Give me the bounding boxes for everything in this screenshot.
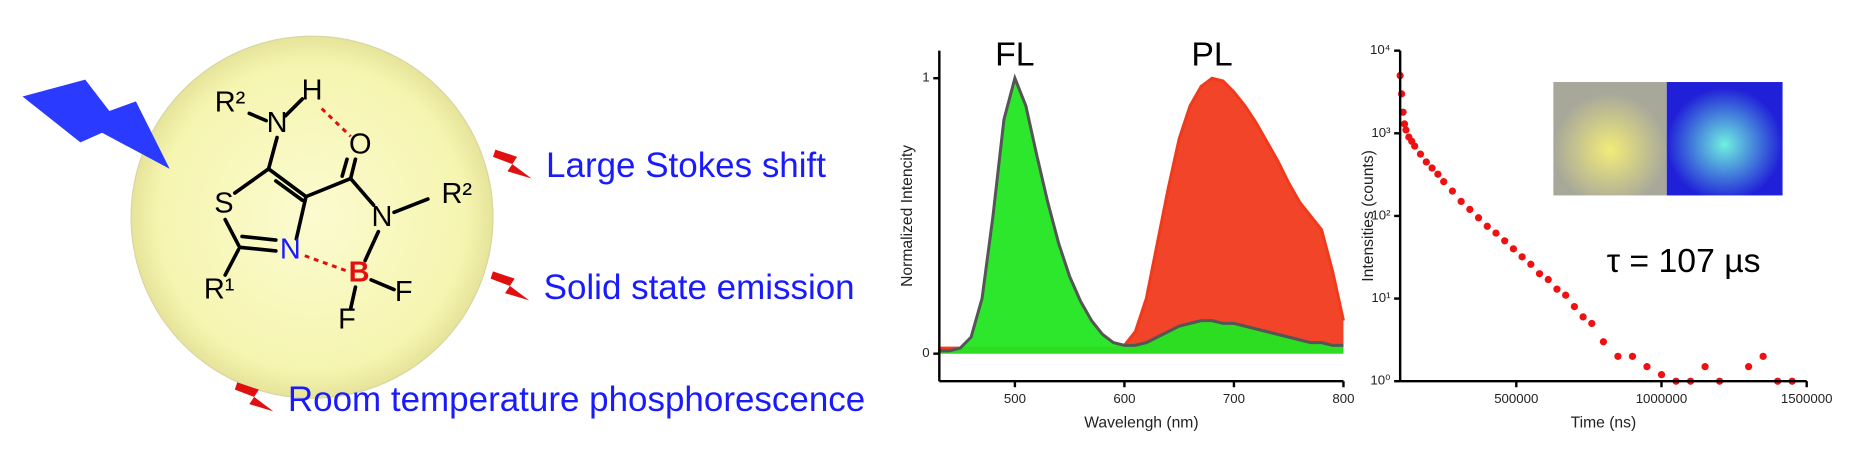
y-tick-label: 10⁰ [1370,373,1390,388]
point [1492,229,1500,237]
point [1759,352,1767,360]
atom: R² [215,86,246,118]
point [1535,270,1544,278]
y-tick-label: 10² [1371,207,1391,222]
x-tick-label: 700 [1223,391,1245,406]
y-tick-label: 10⁴ [1370,42,1391,57]
point [1579,313,1587,321]
bullet-icon [234,382,274,412]
point [1422,158,1430,166]
area [938,78,1344,354]
point [1544,275,1552,284]
atom: N [267,107,288,139]
series-label: PL [1191,35,1232,73]
atom: N [372,201,393,233]
point [1434,170,1442,178]
point [1457,197,1465,206]
bullets: Large Stokes shift Solid state emission … [234,146,865,419]
point [1628,352,1637,360]
point [1428,164,1436,172]
bullet-text: Large Stokes shift [546,146,826,185]
photo-uv [1666,82,1783,196]
y-tick-label: 0 [922,345,929,360]
molecule: R² N H O S N N R² B F F R¹ [22,35,494,399]
bullet-text: Solid state emission [544,268,855,307]
x-tick-label: 600 [1113,391,1135,406]
series-label: FL [995,35,1034,73]
point [1657,371,1666,379]
point [1570,302,1579,311]
glow-circle [130,35,494,399]
point [1701,363,1709,371]
atom: R¹ [204,273,235,305]
y-tick-label: 10¹ [1371,290,1391,305]
lightning [22,79,170,169]
atom: F [338,304,356,336]
bullet-icon [492,149,532,179]
point [1474,214,1483,222]
photo-daylight [1553,82,1667,196]
point [1509,245,1518,253]
area [938,78,1344,354]
point [1562,291,1570,299]
point [1448,187,1457,195]
x-tick-label: 1500000 [1781,391,1833,406]
atom: F [395,276,413,308]
x-axis-label: Time (ns) [1571,415,1637,432]
x-tick-label: 500000 [1494,391,1538,406]
line [938,73,1344,353]
y-axis-label: Intensities (counts) [1360,150,1377,282]
x-tick-label: 800 [1332,391,1354,406]
point [1466,205,1474,214]
annotation: τ = 107 µs [1607,242,1761,280]
point [1553,285,1561,293]
atom: S [214,188,233,220]
point [1599,338,1608,346]
point [1483,222,1491,230]
bullet-icon [490,271,530,301]
x-tick-label: 1000000 [1636,391,1688,406]
y-axis-label: Normalized Intencity [899,145,916,287]
bonds [223,97,430,311]
y-tick-label: 10³ [1371,125,1391,140]
point [1744,363,1753,371]
atom: O [349,129,372,161]
point [1402,126,1410,134]
point [1614,352,1622,360]
bullet-text: Room temperature phosphorescence [288,380,865,419]
atom: R² [442,178,473,210]
point [1527,260,1535,268]
y-tick-label: 1 [922,70,929,85]
x-axis-label: Wavelengh (nm) [1084,415,1198,432]
point [1440,178,1448,186]
atom: B [349,256,370,288]
atom: N [280,234,301,266]
x-tick-label: 500 [1004,391,1026,406]
point [1643,363,1651,371]
point [1411,142,1419,150]
point [1501,237,1509,245]
point [1416,150,1425,158]
point [1518,253,1526,261]
point [1588,319,1596,328]
point [1400,120,1409,128]
atom: H [302,74,323,106]
